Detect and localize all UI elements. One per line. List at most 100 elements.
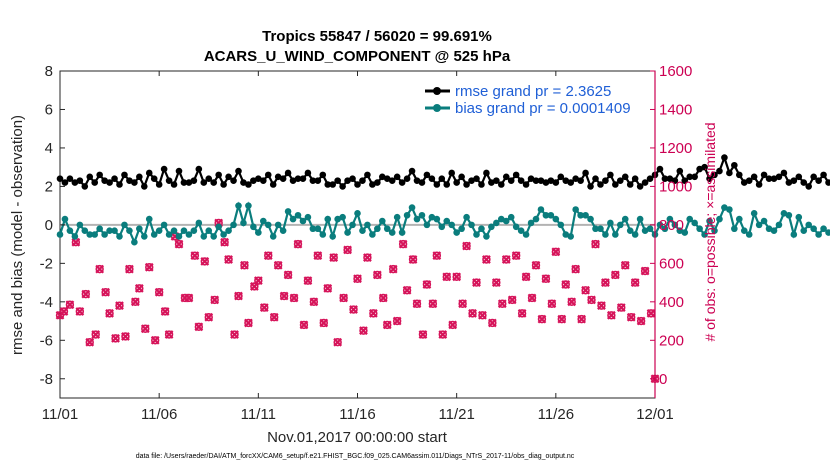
bias-point [502,217,510,225]
obs-assimilated-point [111,333,120,343]
rmse-point [106,179,113,186]
rmse-point [646,175,654,183]
bias-point [354,210,361,217]
obs-assimilated-point [160,307,170,316]
rmse-point [56,175,64,183]
rmse-point [641,179,649,186]
obs-possible-point [293,239,303,249]
obs-assimilated-point [59,307,69,316]
obs-assimilated-point [398,239,408,249]
obs-possible-point [607,311,616,320]
bias-point [716,215,723,223]
bias-point [497,215,505,223]
obs-possible-point [640,266,650,276]
obs-possible-point [339,293,348,303]
obs-possible-point [581,286,590,295]
rmse-point [383,175,391,183]
rmse-point [255,175,262,183]
rmse-point [354,181,361,188]
obs-possible-point [194,322,204,332]
rmse-point [438,175,446,183]
obs-assimilated-point [234,291,243,301]
bias-point [522,231,530,238]
obs-assimilated-point [487,318,497,328]
obs-possible-point [492,278,501,287]
rmse-point [587,183,594,190]
rmse-point [785,179,793,186]
rmse-point [567,179,575,186]
legend-rmse-label: rmse grand pr = 2.3625 [455,83,611,100]
obs-assimilated-point [482,255,491,264]
obs-possible-point [428,299,438,308]
obs-assimilated-point [115,301,124,311]
bias-point [378,217,386,225]
bias-point [86,231,94,238]
rmse-point [493,177,500,184]
rmse-point [750,173,758,181]
obs-assimilated-point [537,314,547,324]
bias-point [145,215,153,223]
bias-point [820,225,827,233]
x-tick-label: 11/26 [538,406,574,423]
bias-point [701,231,708,238]
obs-possible-point [91,330,100,339]
rmse-point [215,171,222,179]
rmse-point [671,177,679,184]
obs-assimilated-point [200,257,210,266]
obs-possible-point [210,295,219,305]
obs-assimilated-point [620,260,630,270]
rmse-point [557,173,565,181]
rmse-point [552,179,560,186]
rmse-point [488,179,495,186]
obs-possible-point [488,318,497,328]
bias-point [740,227,748,234]
obs-possible-point [299,320,309,330]
rmse-point [364,171,371,179]
obs-assimilated-point [448,320,458,330]
bias-point [393,213,401,221]
bias-point [235,202,242,209]
obs-assimilated-point [283,270,293,280]
obs-assimilated-point [343,245,352,255]
rmse-point [661,175,669,183]
obs-assimilated-point [438,330,448,339]
legend: rmse grand pr = 2.3625 bias grand pr = 0… [425,83,631,117]
rmse-point [448,169,456,177]
axis-layer: 11/01 11/06 11/11 11/16 11/21 11/26 12/01 -8 -6 -… [40,63,693,423]
rmse-point [101,177,108,184]
y-tick-label: -4 [40,294,53,311]
obs-assimilated-point [531,260,541,270]
obs-possible-point [230,330,239,339]
bias-point [448,221,456,229]
obs-possible-point [369,309,378,318]
obs-possible-point [200,257,209,266]
obs-possible-point [621,261,630,270]
bias-point [641,227,649,234]
obs-assimilated-point [224,255,233,264]
bias-point [56,231,64,238]
obs-possible-point [611,270,620,280]
obs-possible-point [418,330,428,339]
bias-point [527,219,535,227]
chart-subtitle: ACARS_U_WIND_COMPONENT @ 525 hPa [204,48,511,65]
chart-title: Tropics 55847 / 56020 = 99.691% [262,28,492,45]
rmse-point [319,171,327,179]
bias-point [121,221,128,229]
rmse-point [463,181,470,188]
x-tick-label: 11/06 [141,406,177,423]
obs-assimilated-point [511,251,521,261]
bias-point [735,215,743,223]
bias-point [91,231,99,238]
rmse-point [175,167,183,175]
rmse-point [71,179,79,186]
bias-point [274,221,282,229]
bias-point [150,231,158,238]
bias-point [230,221,237,229]
obs-possible-point [131,297,140,307]
bias-point [205,227,213,234]
bias-point [175,233,183,240]
y2-tick-label: 1600 [659,63,692,80]
obs-assimilated-point [249,282,259,291]
rmse-point [740,179,748,186]
rmse-point [210,179,218,186]
